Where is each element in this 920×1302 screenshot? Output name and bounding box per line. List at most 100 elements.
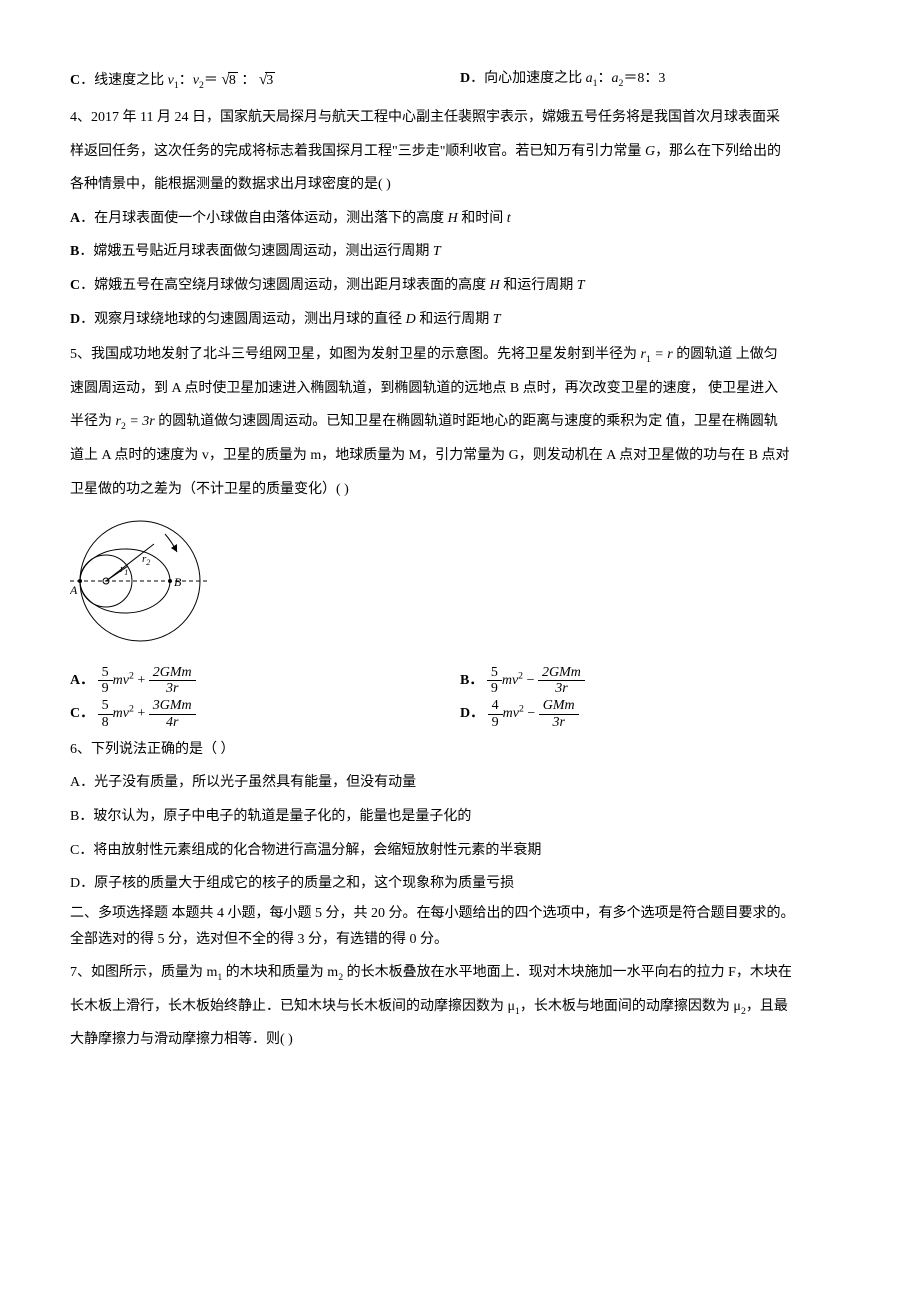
q5-stem-5: 卫星做的功之差为（不计卫星的质量变化）( ) [70,473,850,507]
q7-stem-3: 大静摩擦力与滑动摩擦力相等．则( ) [70,1023,850,1057]
var-a1: a [586,71,593,86]
text: 二、多项选择题 本题共 4 小题，每小题 5 分，共 20 分。在每小题给出的四… [70,906,795,921]
text: 6、下列说法正确的是（ ） [70,742,235,757]
sqrt-3: √3 [259,62,275,99]
q3-options-cd: C．线速度之比 v1：v2＝ √8 ： √3 D．向心加速度之比 a1：a2＝8… [70,62,850,99]
svg-text:A: A [70,583,78,597]
option-label: A． [70,673,94,688]
q5-stem-1: 5、我国成功地发射了北斗三号组网卫星，如图为发射卫星的示意图。先将卫星发射到半径… [70,338,850,372]
q4-stem: 4、2017 年 11 月 24 日，国家航天局探月与航天工程中心副主任裴照宇表… [70,101,850,135]
q5-option-b: B． 59mv2 − 2GMm3r [460,664,850,698]
text: 各种情景中，能根据测量的数据求出月球密度的是( ) [70,177,391,192]
colon: ： [179,73,193,88]
mv: mv [502,673,518,688]
eq-r: = r [651,347,673,362]
text: 速圆周运动，到 A 点时使卫星加速进入椭圆轨道，到椭圆轨道的远地点 B 点时，再… [70,381,778,396]
text: 和运行周期 [416,312,493,327]
svg-text:B: B [174,575,182,589]
frac2: 3GMm4r [149,698,196,730]
q4-stem-2: 样返回任务，这次任务的完成将标志着我国探月工程"三步走"顺利收官。若已知万有引力… [70,135,850,169]
q4-option-b: B．嫦娥五号贴近月球表面做匀速圆周运动，测出运行周期 T [70,235,850,269]
option-label: C [70,73,80,88]
var-t: t [507,211,511,226]
op: + [134,706,149,721]
q4-stem-3: 各种情景中，能根据测量的数据求出月球密度的是( ) [70,168,850,202]
mv: mv [113,706,129,721]
text: 和运行周期 [500,278,577,293]
text: ，长木板与地面间的动摩擦因数为 μ [520,999,741,1014]
text: 的长木板叠放在水平地面上．现对木块施加一水平向右的拉力 F，木块在 [343,965,792,980]
option-label: D [460,71,470,86]
text: 7、如图所示，质量为 m [70,965,217,980]
colon: ： [598,71,612,86]
q6-option-a: A．光子没有质量，所以光子虽然具有能量，但没有动量 [70,766,850,800]
text: 的圆轨道 上做匀 [673,347,778,362]
q5-options-ab: A． 59mv2 + 2GMm3r B． 59mv2 − 2GMm3r [70,664,850,698]
eq: ＝ [204,73,218,88]
option-text: ．向心加速度之比 [470,71,586,86]
sqrt-8: √8 [221,62,237,99]
option-label: B． [460,673,483,688]
svg-text:r2: r2 [142,553,150,567]
var-a2: a [612,71,619,86]
q6-option-b: B．玻尔认为，原子中电子的轨道是量子化的，能量也是量子化的 [70,800,850,834]
var-t: T [433,244,441,259]
frac2: GMm3r [539,698,579,730]
op: − [523,673,538,688]
frac: 59 [98,665,113,697]
text: 的圆轨道做匀速圆周运动。已知卫星在椭圆轨道时距地心的距离与速度的乘积为定 值，卫… [155,414,778,429]
q7-stem-2: 长木板上滑行，长木板始终静止．已知木块与长木板间的动摩擦因数为 μ1，长木板与地… [70,990,850,1024]
q5-options-cd: C． 58mv2 + 3GMm4r D． 49mv2 − GMm3r [70,697,850,731]
q6-option-c: C．将由放射性元素组成的化合物进行高温分解，会缩短放射性元素的半衰期 [70,834,850,868]
text: 5、我国成功地发射了北斗三号组网卫星，如图为发射卫星的示意图。先将卫星发射到半径… [70,347,641,362]
var-h: H [490,278,500,293]
q5-stem-2: 速圆周运动，到 A 点时使卫星加速进入椭圆轨道，到椭圆轨道的远地点 B 点时，再… [70,372,850,406]
text: 大静摩擦力与滑动摩擦力相等．则( ) [70,1032,293,1047]
q4-option-d: D．观察月球绕地球的匀速圆周运动，测出月球的直径 D 和运行周期 T [70,303,850,337]
option-label: D [70,312,80,327]
text: 半径为 [70,414,116,429]
mv: mv [503,706,519,721]
section-2-header: 二、多项选择题 本题共 4 小题，每小题 5 分，共 20 分。在每小题给出的四… [70,901,850,954]
option-text: ．观察月球绕地球的匀速圆周运动，测出月球的直径 [80,312,406,327]
frac2: 2GMm3r [149,665,196,697]
text: 长木板上滑行，长木板始终静止．已知木块与长木板间的动摩擦因数为 μ [70,999,515,1014]
text: ，且最 [746,999,788,1014]
var-d: D [406,312,416,327]
eq-3r: = 3r [126,414,155,429]
option-text: ．嫦娥五号贴近月球表面做匀速圆周运动，测出运行周期 [79,244,433,259]
text: 4、2017 年 11 月 24 日，国家航天局探月与航天工程中心副主任裴照宇表… [70,110,780,125]
frac: 49 [488,698,503,730]
q6-stem: 6、下列说法正确的是（ ） [70,733,850,767]
text: 卫星做的功之差为（不计卫星的质量变化）( ) [70,482,349,497]
text: 全部选对的得 5 分，选对但不全的得 3 分，有选错的得 0 分。 [70,932,448,947]
text: ，那么在下列给出的 [655,144,781,159]
q4-option-a: A．在月球表面使一个小球做自由落体运动，测出落下的高度 H 和时间 t [70,202,850,236]
q3-option-c: C．线速度之比 v1：v2＝ √8 ： √3 [70,62,460,99]
option-label: B [70,244,79,259]
text: 道上 A 点时的速度为 v，卫星的质量为 m，地球质量为 M，引力常量为 G，则… [70,448,789,463]
option-label: C． [70,706,94,721]
op: + [134,673,149,688]
q7-stem-1: 7、如图所示，质量为 m1 的木块和质量为 m2 的长木板叠放在水平地面上．现对… [70,956,850,990]
op: − [524,706,539,721]
mv: mv [113,673,129,688]
q5-stem-4: 道上 A 点时的速度为 v，卫星的质量为 m，地球质量为 M，引力常量为 G，则… [70,439,850,473]
var-h: H [448,211,458,226]
text: 样返回任务，这次任务的完成将标志着我国探月工程"三步走"顺利收官。若已知万有引力… [70,144,645,159]
eq: ＝8：3 [623,71,665,86]
text: 和时间 [458,211,507,226]
var-g: G [645,144,655,159]
frac2: 2GMm3r [538,665,585,697]
var-t: T [577,278,585,293]
q5-stem-3: 半径为 r2 = 3r 的圆轨道做匀速圆周运动。已知卫星在椭圆轨道时距地心的距离… [70,405,850,439]
option-label: D． [460,706,484,721]
q3-option-d: D．向心加速度之比 a1：a2＝8：3 [460,62,850,99]
var-t: T [493,312,501,327]
option-text: ．嫦娥五号在高空绕月球做匀速圆周运动，测出距月球表面的高度 [80,278,490,293]
q5-option-c: C． 58mv2 + 3GMm4r [70,697,460,731]
q6-option-d: D．原子核的质量大于组成它的核子的质量之和，这个现象称为质量亏损 [70,867,850,901]
q5-option-d: D． 49mv2 − GMm3r [460,697,850,731]
frac: 58 [98,698,113,730]
option-label: A [70,211,80,226]
